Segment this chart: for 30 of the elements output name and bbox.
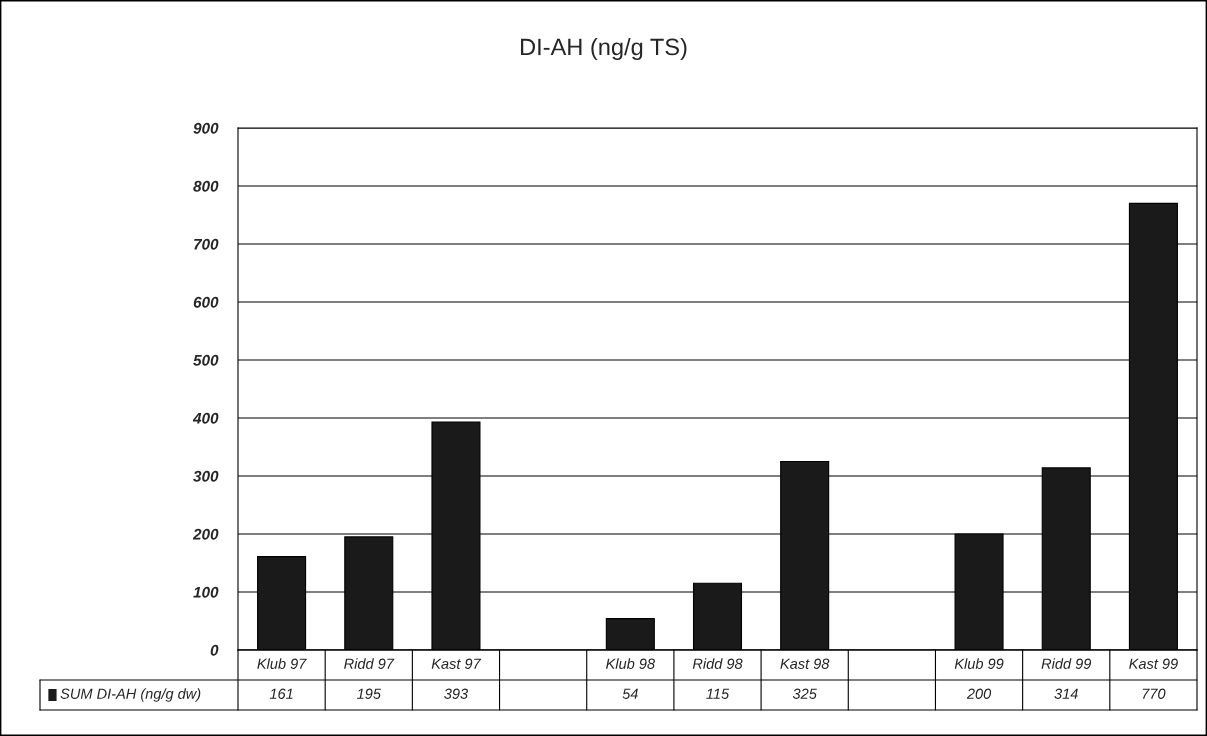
x-tick-label: Kast 99: [1129, 658, 1178, 669]
legend-label: SUM DI-AH (ng/g dw): [60, 688, 201, 702]
data-label: 314: [1054, 688, 1078, 699]
data-label: 393: [444, 688, 468, 699]
x-tick-label: Klub 99: [954, 658, 1004, 669]
y-tick-label: 500: [193, 354, 219, 366]
data-label: 325: [792, 688, 817, 699]
chart-title: DI-AH (ng/g TS): [521, 38, 687, 61]
y-tick-label: 600: [193, 296, 219, 308]
x-tick-label: Ridd 98: [692, 658, 743, 669]
y-tick-label: 100: [193, 586, 219, 598]
y-tick-label: 400: [192, 412, 219, 424]
y-tick-label: 800: [193, 180, 219, 192]
data-label: 115: [706, 688, 730, 699]
y-tick-label: 200: [192, 528, 219, 540]
y-tick-label: 900: [193, 122, 219, 134]
x-tick-label: Klub 98: [606, 658, 655, 669]
y-tick-label: 300: [193, 470, 219, 482]
y-tick-label: 0: [210, 644, 219, 656]
x-tick-label: Ridd 99: [1041, 658, 1092, 669]
data-label: 161: [269, 688, 293, 699]
x-tick-label: Ridd 97: [344, 658, 395, 669]
y-tick-label: 700: [194, 238, 219, 250]
x-tick-label: Kast 97: [431, 658, 482, 669]
data-label: 195: [356, 688, 381, 699]
data-label: 770: [1142, 688, 1166, 699]
x-tick-label: Klub 97: [257, 658, 307, 669]
data-label: 54: [622, 688, 638, 699]
x-tick-label: Kast 98: [780, 658, 830, 669]
data-label: 200: [966, 688, 992, 699]
